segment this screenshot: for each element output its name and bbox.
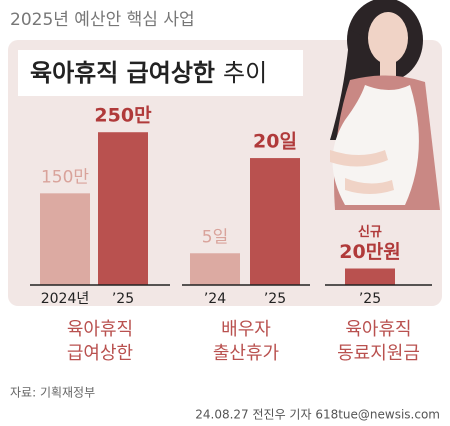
neck: [380, 58, 396, 78]
bar: [345, 268, 395, 285]
illustration: [330, 0, 440, 210]
group-caption: 육아휴직: [67, 319, 133, 340]
title-bold: 육아휴직 급여상한: [30, 59, 215, 87]
bar: [98, 132, 148, 285]
value-label: 5일: [202, 227, 228, 247]
header: 2025년 예산안 핵심 사업: [10, 10, 195, 30]
arm: [330, 150, 388, 167]
value-label: 150만: [41, 167, 89, 187]
x-tick-label: ’25: [359, 291, 381, 307]
face: [368, 12, 408, 64]
value-label: 20만원: [339, 241, 400, 263]
x-tick-label: ’24: [204, 291, 226, 307]
group-caption: 동료지원금: [337, 343, 420, 364]
title-box: [18, 50, 303, 96]
x-tick-label: ’25: [112, 291, 134, 307]
x-tick-label: ’25: [264, 291, 286, 307]
group-caption: 출산휴가: [213, 343, 279, 364]
source: 자료: 기획재정부: [10, 386, 95, 400]
annotation: 신규: [358, 225, 382, 240]
x-tick-label: 2024년: [41, 291, 90, 307]
group-caption: 배우자: [221, 319, 271, 340]
title-rest: 추이: [223, 59, 267, 87]
dress: [332, 85, 419, 205]
group-caption: 급여상한: [67, 343, 133, 364]
chart-title: 육아휴직 급여상한 추이: [30, 59, 267, 87]
value-label: 250만: [94, 105, 152, 127]
bar: [190, 253, 240, 285]
value-label: 20일: [253, 131, 297, 153]
bar: [250, 158, 300, 285]
bar: [40, 193, 90, 285]
arm: [345, 178, 394, 194]
credit: 24.08.27 전진우 기자 618tue@newsis.com: [195, 408, 440, 422]
group-caption: 육아휴직: [345, 319, 411, 340]
